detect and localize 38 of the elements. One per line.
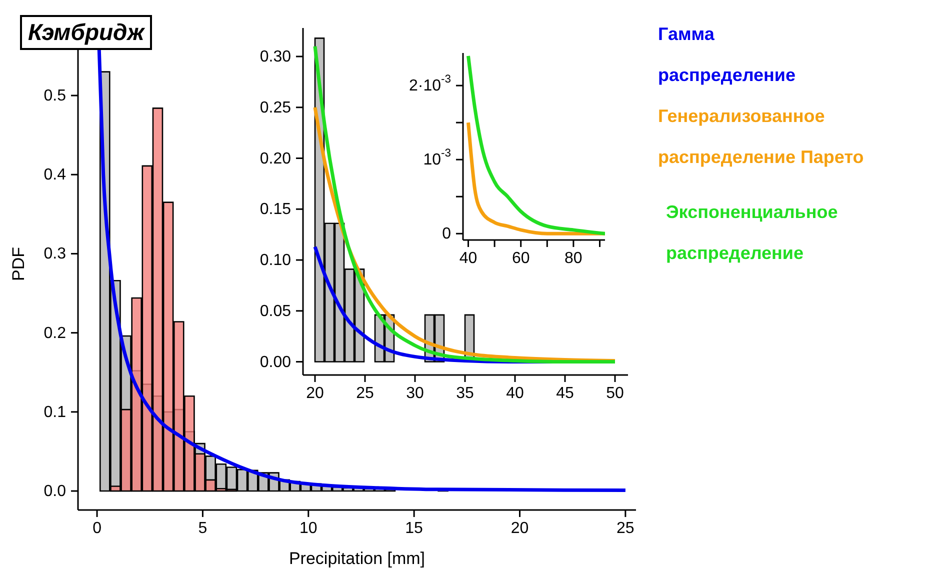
- y-tick-label: 0.20: [260, 150, 292, 167]
- x-tick-label: 25: [356, 385, 374, 402]
- y-tick-label: 10$^{-3}$: [423, 148, 451, 168]
- x-tick-label: 20: [510, 520, 529, 538]
- x-tick-label: 35: [456, 385, 474, 402]
- y-tick-label: 0.00: [260, 353, 292, 370]
- y-tick-label: 0.5: [44, 87, 66, 104]
- x-tick-label: 80: [564, 250, 582, 268]
- y-tick-label: 0.10: [260, 252, 292, 269]
- y-tick-label: 0.05: [260, 302, 292, 320]
- y-tick-label: 0.0: [44, 482, 66, 500]
- x-tick-label: 50: [606, 385, 624, 402]
- x-tick-label: 25: [616, 520, 634, 538]
- y-tick-label: 0: [442, 225, 452, 242]
- y-tick-label: 0.4: [44, 166, 66, 184]
- y-tick-label: 0.3: [44, 245, 66, 262]
- text: Генерализованное распределение Парето: [658, 105, 865, 169]
- x-tick-label: 30: [406, 385, 424, 402]
- text: Экспоненциальное распределение: [666, 201, 839, 265]
- annotation: Кэмбридж: [20, 15, 152, 50]
- x-tick-label: 40: [459, 250, 478, 268]
- x-tick-label: 40: [506, 385, 524, 402]
- y-tick-label: 0.30: [260, 48, 292, 65]
- y-tick-label: 0.2: [44, 324, 66, 342]
- x-tick-label: 0: [92, 520, 102, 538]
- y-axis-title: PDF: [9, 247, 28, 281]
- y-tick-label: 0.1: [44, 403, 66, 420]
- x-axis-title: Precipitation [mm]: [288, 549, 426, 568]
- x-tick-label: 15: [405, 520, 424, 538]
- y-tick-label: 0.25: [260, 98, 292, 116]
- x-tick-label: 10: [299, 520, 318, 538]
- x-tick-label: 60: [512, 250, 530, 268]
- y-tick-label: 2·10$^{-3}$: [409, 74, 451, 94]
- x-tick-label: 20: [306, 385, 324, 402]
- y-tick-label: 0.15: [260, 200, 292, 218]
- x-tick-label: 5: [198, 520, 208, 538]
- text: Гамма распределение: [658, 23, 796, 87]
- x-tick-label: 45: [556, 385, 574, 402]
